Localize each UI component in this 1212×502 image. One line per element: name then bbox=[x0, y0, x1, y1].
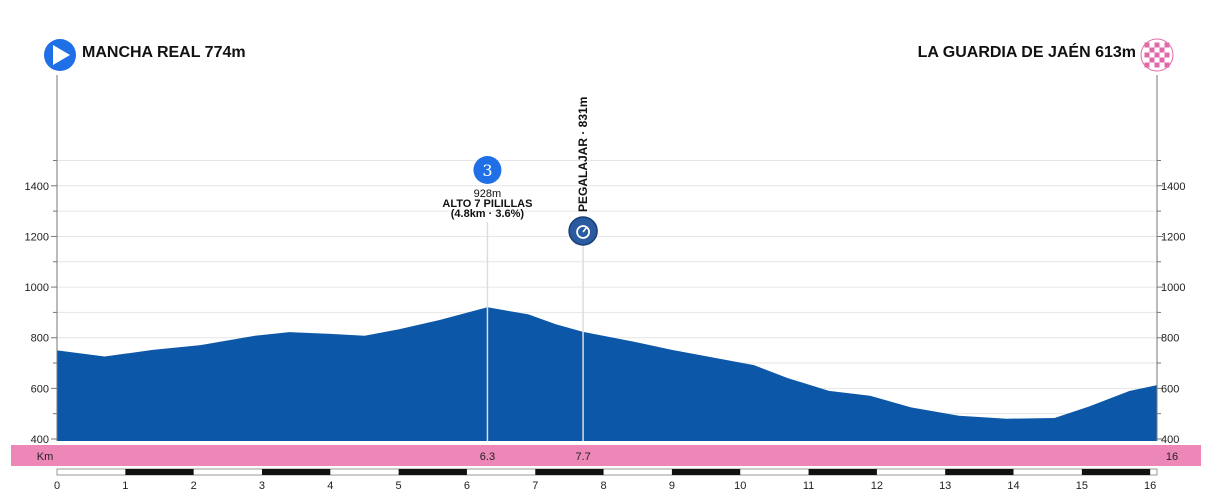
y-tick-label-right: 1200 bbox=[1161, 231, 1185, 243]
finish-check bbox=[1144, 62, 1150, 68]
x-tick-label: 16 bbox=[1144, 480, 1156, 492]
x-tick-label: 10 bbox=[734, 480, 746, 492]
x-tick-label: 0 bbox=[54, 480, 60, 492]
km-ruler-segment bbox=[808, 469, 877, 475]
x-tick-label: 9 bbox=[669, 480, 675, 492]
finish-check bbox=[1144, 42, 1150, 48]
town-label: PEGALAJAR · 831m bbox=[576, 97, 590, 212]
climb-badge-circle bbox=[473, 156, 502, 184]
x-tick-label: 2 bbox=[191, 480, 197, 492]
x-tick-label: 5 bbox=[396, 480, 402, 492]
y-tick-label-right: 800 bbox=[1161, 333, 1179, 345]
y-tick-label-left: 1200 bbox=[25, 231, 49, 243]
km-ruler bbox=[56, 468, 1158, 476]
km-ruler-segment bbox=[261, 469, 331, 475]
y-tick-label-left: 1400 bbox=[25, 181, 49, 193]
km-ruler-segment bbox=[535, 469, 604, 475]
finish-flag-icon bbox=[1140, 38, 1174, 72]
stopwatch-hand bbox=[582, 227, 587, 233]
finish-altitude: 613m bbox=[1095, 44, 1136, 61]
y-tick-label-right: 400 bbox=[1161, 434, 1179, 446]
km-bar-marker: 6.3 bbox=[480, 451, 495, 463]
finish-check bbox=[1164, 62, 1170, 68]
y-tick-label-right: 600 bbox=[1161, 383, 1179, 395]
y-tick-label-left: 600 bbox=[31, 383, 49, 395]
km-ruler-segment bbox=[398, 469, 467, 475]
km-scale: Km 166.3 7.70 1 2 3 4 5 6 7 8 9 10 11 12 13 14 15 16 bbox=[11, 445, 1201, 492]
climb-name: ALTO 7 PILILLAS bbox=[442, 198, 532, 210]
y-tick-label-left: 400 bbox=[31, 434, 49, 446]
intermediate-point-icon bbox=[568, 216, 598, 246]
km-ruler-segment bbox=[1081, 469, 1151, 475]
start-label: MANCHA REAL 774m bbox=[82, 44, 246, 62]
climb-category: 3 bbox=[482, 161, 492, 180]
x-tick-label: 3 bbox=[259, 480, 265, 492]
km-ruler-segment bbox=[945, 469, 1014, 475]
x-tick-label: 15 bbox=[1076, 480, 1088, 492]
x-tick-label: 12 bbox=[871, 480, 883, 492]
climb-detail: (4.8km · 3.6%) bbox=[451, 208, 525, 220]
x-tick-label: 1 bbox=[122, 480, 128, 492]
km-bar-label: Km bbox=[37, 451, 54, 463]
finish-name: LA GUARDIA DE JAÉN bbox=[917, 44, 1091, 61]
finish-check bbox=[1159, 47, 1165, 53]
finish-check bbox=[1154, 62, 1160, 68]
elevation-profile-area bbox=[57, 307, 1157, 441]
km-bar-total: 16 bbox=[1166, 451, 1178, 463]
km-ruler-segment bbox=[125, 469, 194, 475]
category-3-climb-icon: 3 bbox=[473, 156, 502, 184]
x-tick-label: 4 bbox=[327, 480, 333, 492]
stopwatch-icon bbox=[576, 225, 590, 239]
km-bar-marker: 7.7 bbox=[575, 451, 590, 463]
finish-check bbox=[1144, 52, 1150, 58]
y-tick-label-left: 1000 bbox=[25, 282, 49, 294]
x-tick-label: 13 bbox=[939, 480, 951, 492]
finish-check bbox=[1159, 57, 1165, 63]
finish-check bbox=[1164, 52, 1170, 58]
km-ruler-segment bbox=[671, 469, 741, 475]
y-tick-label-left: 800 bbox=[31, 333, 49, 345]
x-tick-label: 7 bbox=[532, 480, 538, 492]
finish-check bbox=[1154, 52, 1160, 58]
start-name: MANCHA REAL bbox=[82, 44, 201, 61]
x-tick-label: 8 bbox=[601, 480, 607, 492]
x-tick-label: 11 bbox=[803, 480, 814, 492]
finish-check bbox=[1164, 42, 1170, 48]
x-tick-label: 6 bbox=[464, 480, 470, 492]
axes: 400 400 600 600 800 800 1000 1000 1200 1200 1400 14… bbox=[25, 75, 1185, 465]
start-arrow-icon bbox=[44, 39, 76, 71]
start-altitude: 774m bbox=[204, 44, 246, 61]
x-tick-label: 14 bbox=[1007, 480, 1019, 492]
y-tick-label-right: 1400 bbox=[1161, 181, 1185, 193]
y-tick-label-right: 1000 bbox=[1161, 282, 1185, 294]
finish-label: LA GUARDIA DE JAÉN 613m bbox=[918, 44, 1136, 62]
finish-check bbox=[1154, 42, 1160, 48]
finish-check bbox=[1149, 47, 1155, 53]
climb-altitude: 928m bbox=[474, 188, 502, 200]
finish-check bbox=[1149, 57, 1155, 63]
km-bar bbox=[11, 445, 1201, 466]
start-icon-arrow bbox=[53, 45, 70, 65]
header-icons bbox=[44, 38, 1174, 72]
